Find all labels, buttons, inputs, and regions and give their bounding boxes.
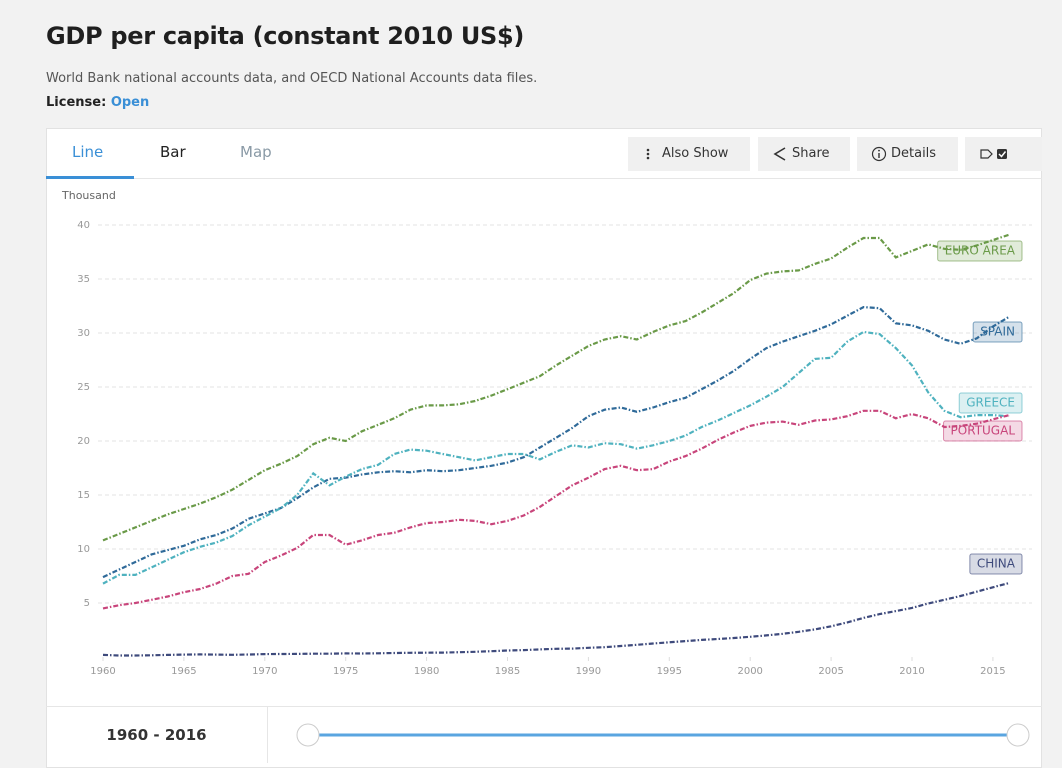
series-label-box [937,240,1023,262]
license-link[interactable]: Open [110,95,150,110]
series-label: EURO AREA [937,240,1023,262]
series-label: GREECE [958,392,1023,414]
series-line [102,409,1010,610]
series-line [102,330,1010,585]
series-line [102,581,1010,657]
series-label-box [958,392,1023,414]
icon [871,146,887,162]
series-label: PORTUGAL [943,420,1023,442]
series-label: SPAIN [972,321,1023,343]
slider-handle-start[interactable] [296,723,320,747]
series-label-text: CHINA [977,557,1016,571]
tab-line[interactable]: Line [72,143,104,161]
x-tick-label: 1980 [414,666,439,677]
icon [773,147,786,161]
range-label: 1960 - 2016 [46,707,268,763]
x-tick-label: 2015 [980,666,1005,677]
series-line [102,305,1010,579]
active-tab-indicator [46,176,134,179]
x-tick-label: 2005 [818,666,843,677]
page-title: GDP per capita (constant 2010 US$) [46,22,525,50]
also-show-button[interactable]: Also Show [628,137,750,171]
y-tick-label: 20 [77,436,90,447]
x-tick-label: 1965 [171,666,196,677]
y-tick-label: 5 [84,598,90,609]
x-tick-label: 1960 [90,666,115,677]
details-button[interactable]: Details [857,137,958,171]
button-label: Share [792,146,830,161]
x-tick-label: 1975 [333,666,358,677]
series-label-box [969,553,1023,575]
label-toggle[interactable] [965,137,1042,171]
y-tick-label: 35 [77,274,90,285]
y-axis-label: Thousand [61,189,116,202]
series-label-text: GREECE [966,396,1015,410]
tab-map[interactable]: Map [240,143,272,161]
tab-bar [46,128,1042,179]
series-line [102,233,1010,542]
x-tick-label: 2000 [737,666,762,677]
source-note: World Bank national accounts data, and O… [46,71,538,86]
tab-bar-chart[interactable]: Bar [160,143,186,161]
series-label-text: PORTUGAL [951,424,1016,438]
series-label-box [943,420,1023,442]
icon [980,149,1007,159]
time-slider-bar [46,706,1042,767]
license: License: Open [46,95,149,110]
series-label-text: SPAIN [980,325,1015,339]
x-tick-label: 2010 [899,666,924,677]
x-tick-label: 1985 [495,666,520,677]
slider-handle-end[interactable] [1006,723,1030,747]
button-label: Also Show [662,146,729,161]
license-label: License: [46,95,107,110]
series-label-text: EURO AREA [945,244,1016,258]
share-button[interactable]: Share [758,137,850,171]
x-tick-label: 1990 [576,666,601,677]
y-tick-label: 10 [77,544,90,555]
x-tick-label: 1970 [252,666,277,677]
series-label-box [972,321,1023,343]
icon [646,148,650,160]
x-tick-label: 1995 [657,666,682,677]
y-tick-label: 30 [77,328,90,339]
chart-card [46,128,1042,768]
y-tick-label: 40 [77,220,90,231]
y-tick-label: 25 [77,382,90,393]
y-tick-label: 15 [77,490,90,501]
series-label: CHINA [969,553,1023,575]
button-label: Details [891,146,937,161]
